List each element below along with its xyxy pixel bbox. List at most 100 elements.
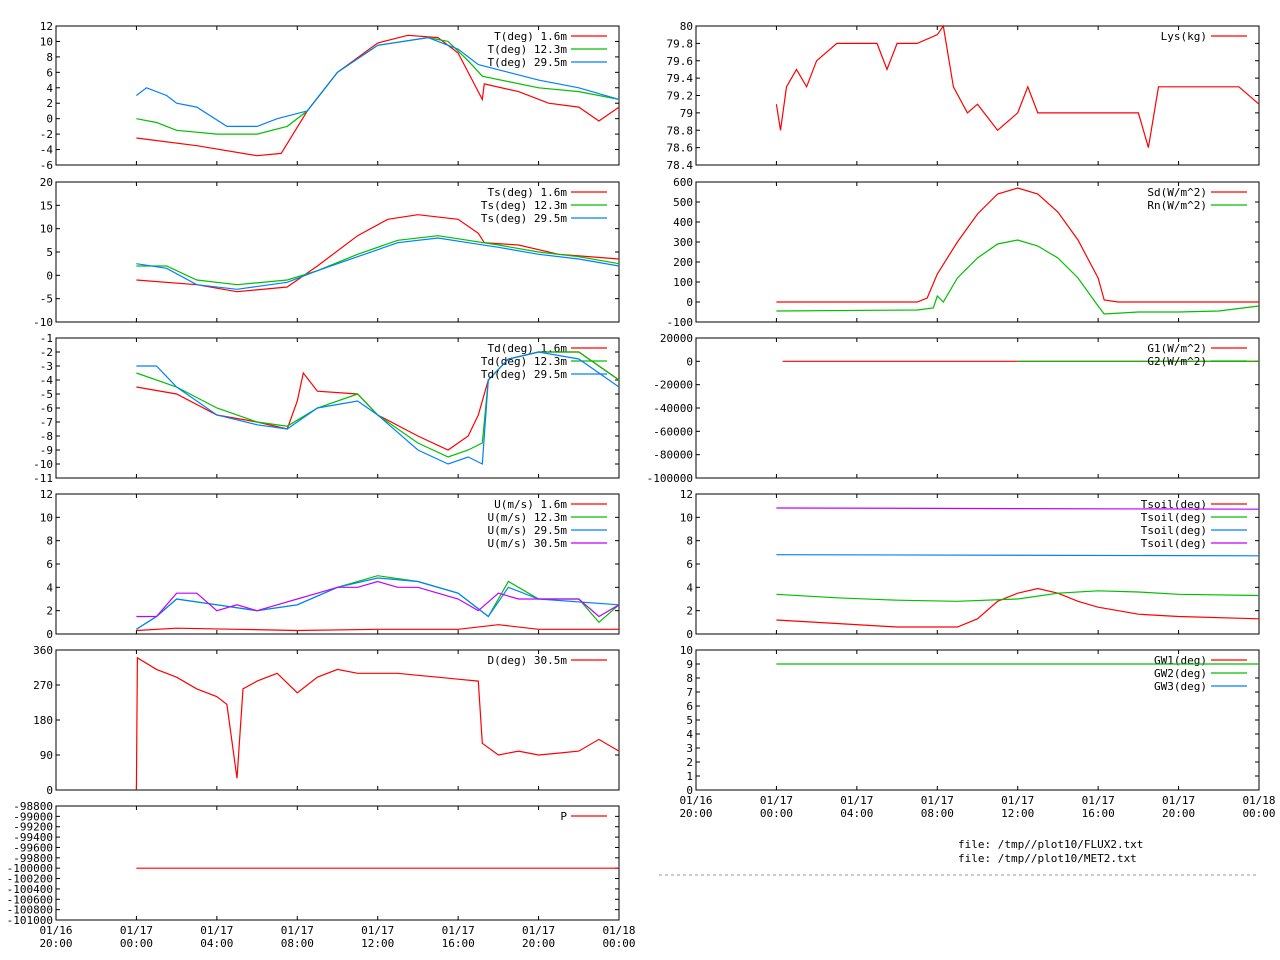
x-tick-date: 01/17 [120, 924, 153, 937]
x-tick-date: 01/17 [760, 794, 793, 807]
y-tick-label: -99200 [13, 821, 53, 834]
y-tick-label: 0 [686, 296, 693, 309]
y-tick-label: -2 [40, 128, 53, 141]
y-tick-label: 100 [673, 276, 693, 289]
legend-label: Sd(W/m^2) [1147, 186, 1207, 199]
legend-label: Tsoil(deg) [1141, 498, 1207, 511]
panel-T: 12 10 8 6 4 2 0 -2 -4 -6 T(deg) 1.6mT(deg) 12.3mT(… [40, 20, 620, 172]
y-tick-label: -80000 [653, 449, 693, 462]
y-tick-label: 79 [680, 107, 693, 120]
x-tick-time: 00:00 [120, 937, 153, 950]
y-tick-label: -100600 [7, 893, 53, 906]
series-line-red [136, 214, 620, 293]
y-tick-label: 200 [673, 256, 693, 269]
y-tick-label: 1 [686, 770, 693, 783]
legend-label: GW3(deg) [1154, 680, 1207, 693]
y-tick-label: -7 [40, 416, 53, 429]
y-tick-label: 8 [686, 672, 693, 685]
y-tick-label: -6 [40, 159, 53, 172]
y-tick-label: -99400 [13, 831, 53, 844]
x-tick-time: 08:00 [281, 937, 314, 950]
y-tick-label: 8 [46, 51, 53, 64]
panel-D: 360 270 180 90 0 D(deg) 30.5m [33, 644, 620, 797]
y-tick-label: 0 [46, 628, 53, 641]
y-tick-label: 4 [46, 82, 53, 95]
y-tick-label: -99800 [13, 852, 53, 865]
legend-label: GW1(deg) [1154, 654, 1207, 667]
y-tick-label: 79.2 [667, 90, 694, 103]
series-line-green [776, 590, 1260, 602]
y-tick-label: -9 [40, 444, 53, 457]
y-tick-label: -99000 [13, 810, 53, 823]
y-tick-label: -100800 [7, 904, 53, 917]
y-tick-label: -100000 [647, 472, 693, 485]
series-line-blue [136, 577, 620, 630]
x-tick-date: 01/18 [1242, 794, 1275, 807]
legend-label: GW2(deg) [1154, 667, 1207, 680]
y-tick-label: 7 [686, 686, 693, 699]
x-tick-time: 12:00 [1001, 807, 1034, 820]
y-tick-label: -5 [40, 293, 53, 306]
y-tick-label: -100400 [7, 883, 53, 896]
x-tick-date: 01/17 [281, 924, 314, 937]
y-tick-label: 400 [673, 216, 693, 229]
series-line-blue [136, 237, 620, 290]
y-tick-label: -100200 [7, 873, 53, 886]
y-tick-label: -99600 [13, 841, 53, 854]
panel-frame [55, 805, 620, 921]
legend-label: U(m/s) 30.5m [488, 537, 568, 550]
y-tick-label: 10 [40, 511, 53, 524]
y-tick-label: 500 [673, 196, 693, 209]
y-tick-label: -6 [40, 402, 53, 415]
x-tick-date: 01/16 [39, 924, 72, 937]
y-tick-label: -1 [40, 332, 53, 345]
legend-label: Tsoil(deg) [1141, 537, 1207, 550]
legend-label: D(deg) 30.5m [488, 654, 568, 667]
panel-Rad: 600 500 400 300 200 100 0 -100 Sd(W/m^2)Rn(W/m^2… [667, 176, 1260, 329]
y-tick-label: -98800 [13, 800, 53, 813]
y-tick-label: 6 [686, 558, 693, 571]
y-tick-label: 90 [40, 749, 53, 762]
y-tick-label: -8 [40, 430, 53, 443]
y-tick-label: 78.8 [667, 124, 694, 137]
y-tick-label: 4 [686, 581, 693, 594]
series-line-blue [136, 36, 620, 127]
y-tick-label: 0 [686, 628, 693, 641]
y-tick-label: 0 [46, 269, 53, 282]
y-tick-label: 12 [40, 20, 53, 33]
series-line-purple [136, 580, 620, 618]
x-tick-date: 01/17 [442, 924, 475, 937]
y-tick-label: 78.6 [667, 142, 694, 155]
y-tick-label: -2 [40, 346, 53, 359]
y-tick-label: -40000 [653, 402, 693, 415]
y-tick-label: -11 [33, 472, 53, 485]
series-line-green [776, 239, 1260, 315]
y-tick-label: -100 [667, 316, 694, 329]
y-tick-label: 79.4 [667, 72, 694, 85]
y-tick-label: -5 [40, 388, 53, 401]
series-line-red [776, 587, 1260, 628]
y-tick-label: 20 [40, 176, 53, 189]
y-tick-label: 15 [40, 199, 53, 212]
y-tick-label: 2 [46, 605, 53, 618]
legend-label: T(deg) 12.3m [488, 43, 568, 56]
y-tick-label: 5 [686, 714, 693, 727]
legend-label: G1(W/m^2) [1147, 342, 1207, 355]
legend-label: Td(deg) 1.6m [488, 342, 568, 355]
series-line-green [136, 235, 620, 286]
y-tick-label: 78.4 [667, 159, 694, 172]
y-tick-label: 0 [686, 355, 693, 368]
series-line-green [136, 575, 620, 630]
y-tick-label: -10 [33, 316, 53, 329]
y-tick-label: 3 [686, 742, 693, 755]
y-tick-label: 9 [686, 658, 693, 671]
x-tick-time: 04:00 [840, 807, 873, 820]
y-tick-label: -101000 [7, 914, 53, 927]
x-tick-time: 20:00 [679, 807, 712, 820]
y-tick-label: 6 [46, 66, 53, 79]
panel-GW: 10987654321001/1620:0001/1700:0001/1704:… [679, 644, 1275, 820]
legend-label: Lys(kg) [1161, 30, 1207, 43]
legend-label: U(m/s) 29.5m [488, 524, 568, 537]
